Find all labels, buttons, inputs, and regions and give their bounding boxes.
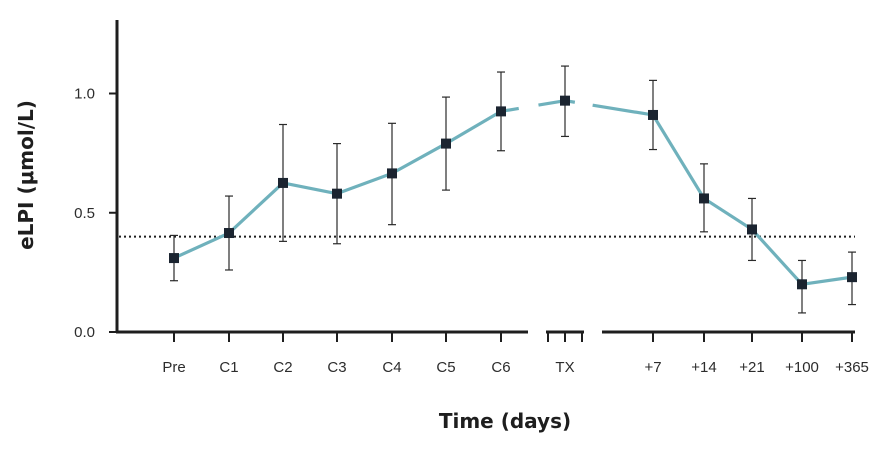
x-tick-label: +100 (785, 359, 819, 376)
series-line-segment (173, 231, 230, 260)
data-markers (169, 95, 857, 290)
data-point-marker (332, 188, 342, 199)
data-point-marker (747, 224, 757, 235)
data-point-marker (496, 106, 506, 117)
x-tick-labels: Pre C1 C2 C3 C4 C5 C6 TX +7 +14 +21 +100 +365 (162, 359, 869, 376)
series-line-segment (651, 114, 706, 200)
x-tick-label: +14 (691, 359, 716, 376)
series-line-segment (750, 228, 804, 286)
x-tick-label: TX (555, 359, 574, 376)
x-tick-label: +21 (739, 359, 764, 376)
series-line-segment (391, 142, 447, 175)
error-bars (170, 65, 856, 314)
data-point-marker (847, 272, 857, 283)
axes (109, 20, 855, 342)
y-tick-label: 0.5 (74, 205, 95, 222)
data-point-marker (224, 228, 234, 239)
x-tick-label: C6 (491, 359, 510, 376)
x-tick-label: C5 (436, 359, 455, 376)
data-point-marker (560, 95, 570, 106)
series-line-segment (336, 171, 393, 196)
data-point-marker (169, 253, 179, 264)
x-tick-label: C1 (219, 359, 238, 376)
x-tick-label: C2 (273, 359, 292, 376)
y-tick-label: 1.0 (74, 86, 95, 103)
x-tick-label: C3 (327, 359, 346, 376)
data-point-marker (648, 109, 658, 120)
y-tick-labels: 0.0 0.5 1.0 (74, 86, 95, 342)
series-line-segment (801, 275, 853, 286)
x-tick-label: C4 (382, 359, 401, 376)
series-line-segment (703, 197, 753, 231)
data-point-marker (699, 193, 709, 204)
series-line-segment (592, 103, 654, 117)
series-line-group (173, 99, 853, 286)
data-point-marker (797, 279, 807, 290)
series-line-segment (227, 181, 285, 235)
series-line-segment (282, 181, 338, 196)
data-point-marker (387, 168, 397, 179)
x-axis-title: Time (days) (439, 409, 571, 433)
x-tick-label: +365 (835, 359, 869, 376)
data-point-marker (441, 138, 451, 149)
y-tick-label: 0.0 (74, 324, 95, 341)
y-axis-title: eLPI (μmol/L) (14, 100, 38, 250)
series-line-segment (445, 110, 502, 145)
data-point-marker (278, 177, 288, 188)
x-tick-label: Pre (162, 359, 185, 376)
x-tick-label: +7 (644, 359, 661, 376)
